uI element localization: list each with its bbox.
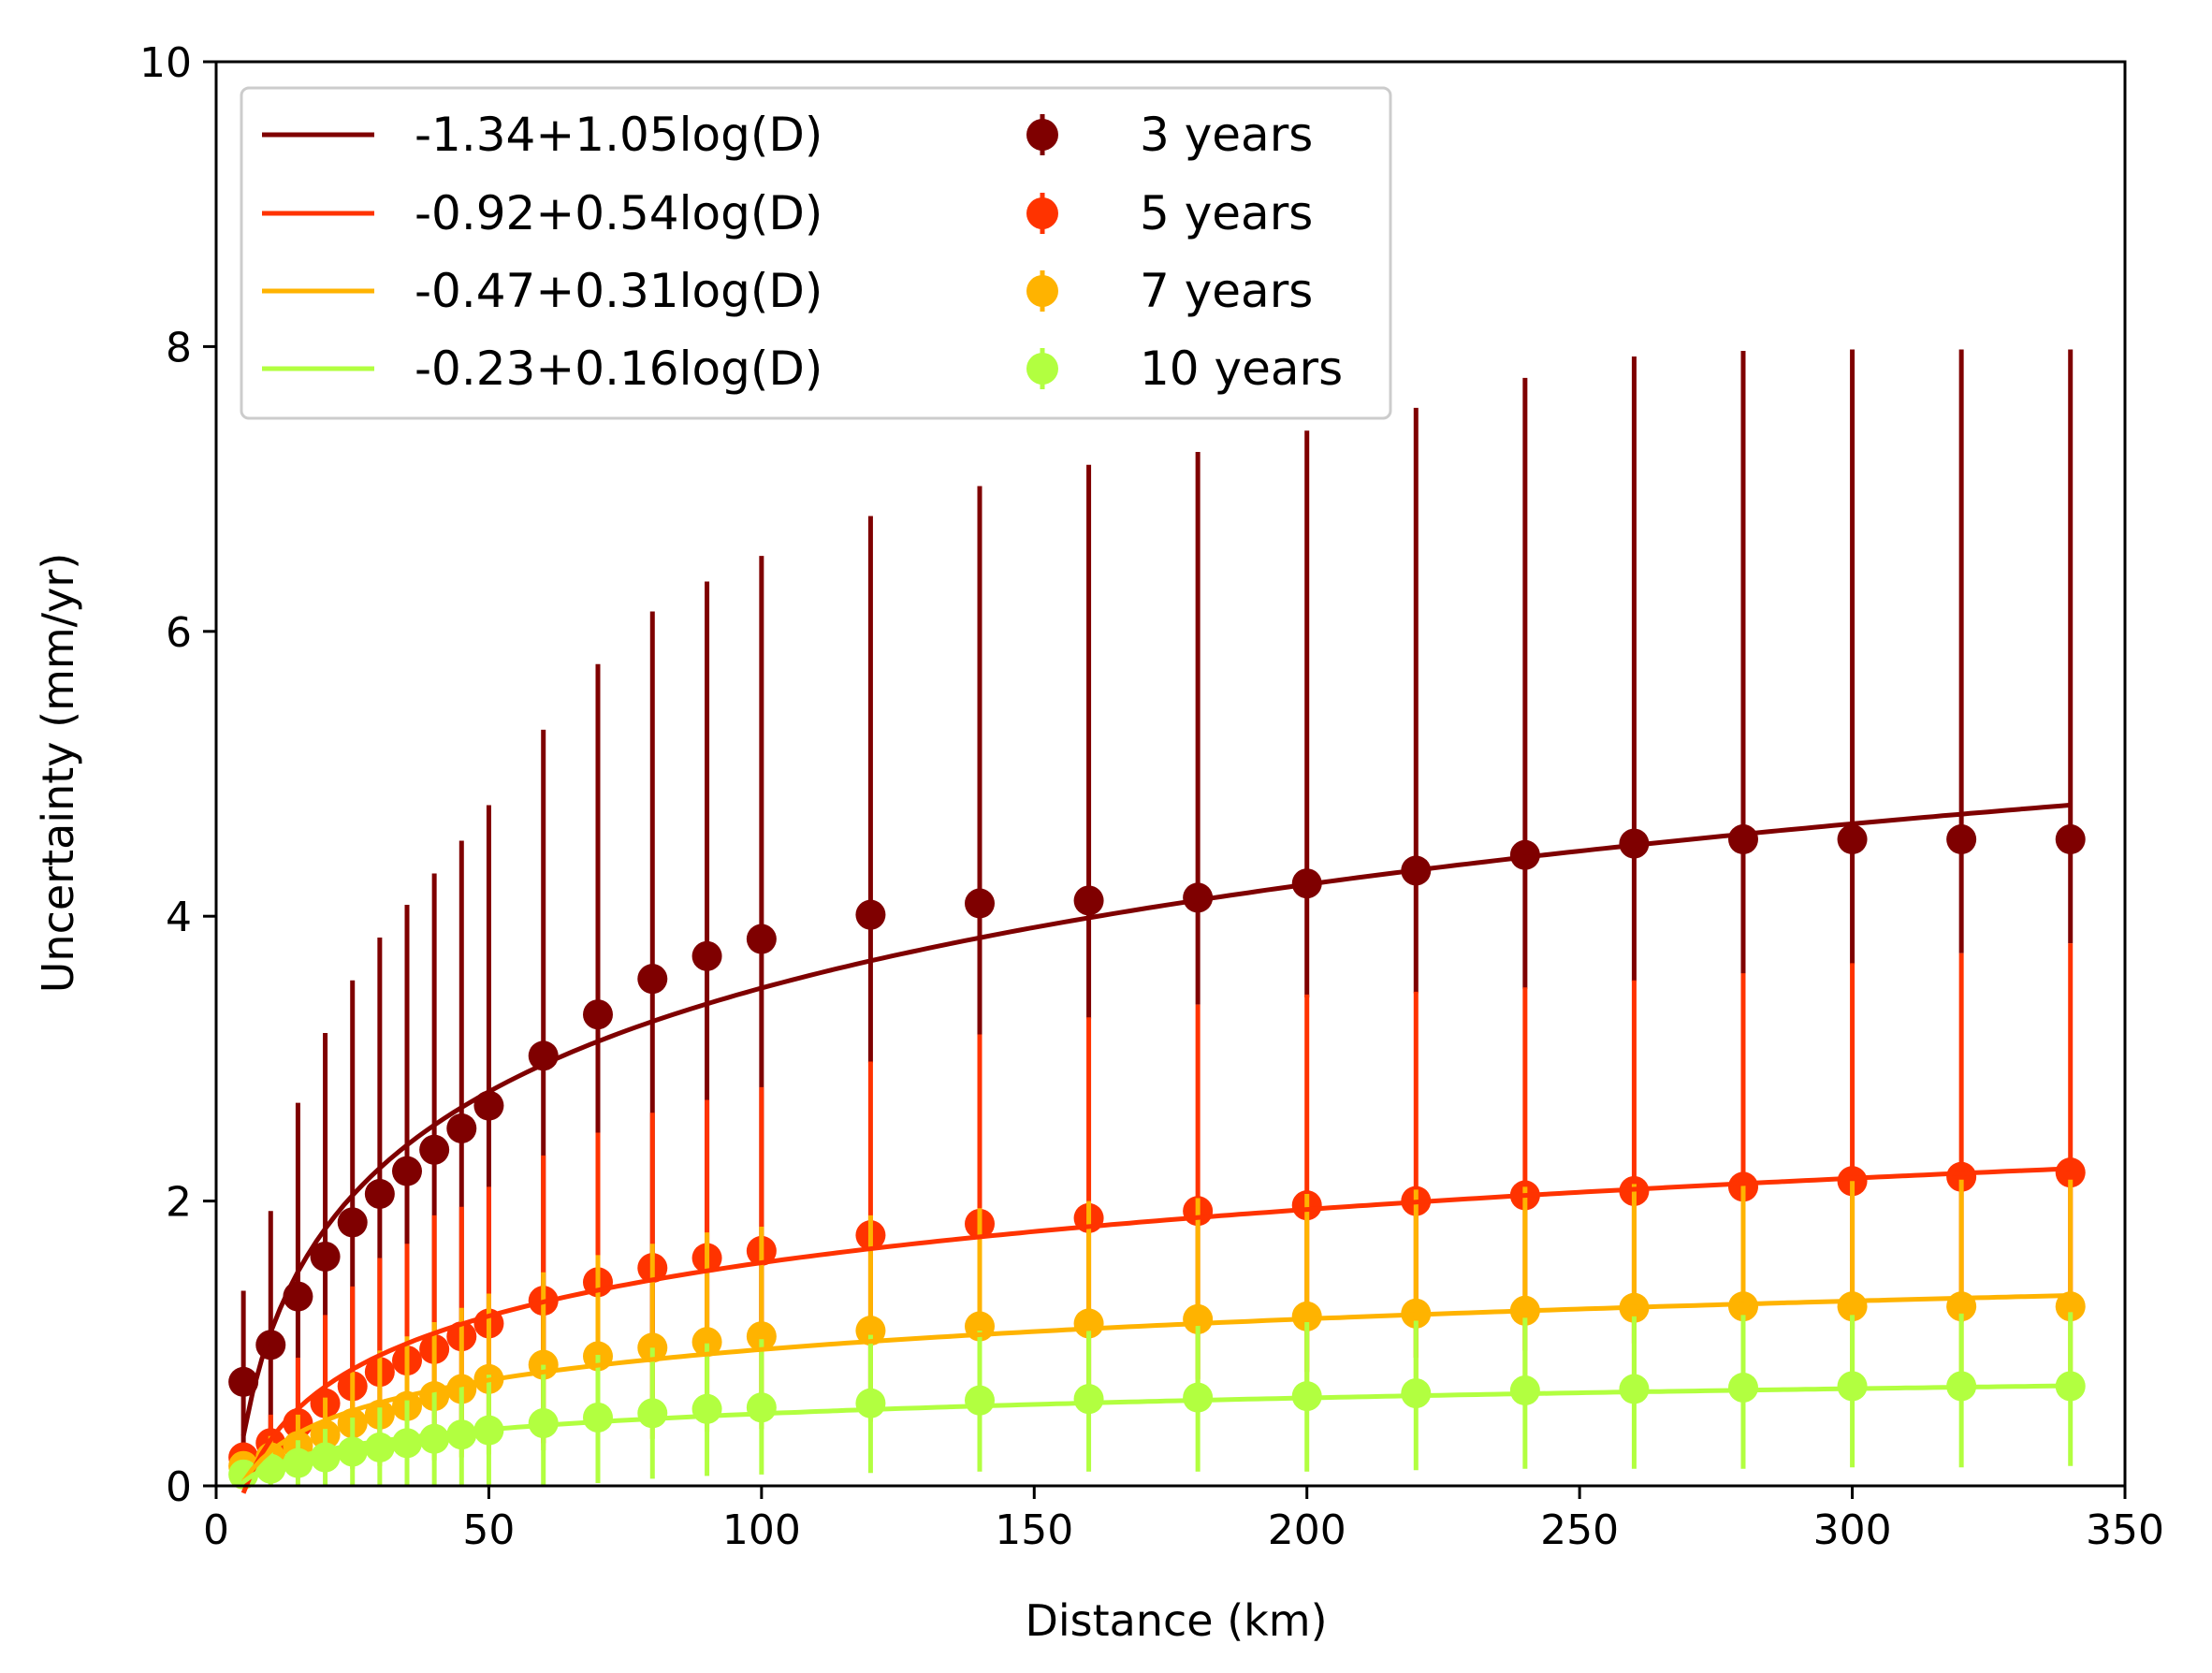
legend-fit-label: -0.92+0.54log(D) [415, 186, 822, 240]
data-point [855, 1388, 886, 1418]
x-tick-label: 0 [203, 1506, 229, 1554]
data-point [364, 1432, 395, 1462]
data-point [392, 1428, 422, 1459]
data-point [228, 1366, 259, 1397]
data-point [1073, 1384, 1104, 1415]
fit-line-0 [240, 802, 2071, 1437]
data-point [1291, 1301, 1322, 1331]
legend-marker-swatch [1026, 197, 1058, 229]
data-point [1619, 1374, 1650, 1404]
data-point [855, 1316, 886, 1346]
legend: -1.34+1.05log(D) -0.92+0.54log(D) -0.47+0.… [240, 86, 1392, 420]
axes-layer: 0 50 100 150 200 250 300 350 0 2 4 6 8 10 [139, 39, 2164, 1554]
x-tick-label: 100 [722, 1506, 801, 1554]
data-point [691, 940, 722, 971]
y-tick-label: 2 [166, 1179, 192, 1227]
data-point [1401, 1378, 1432, 1409]
data-point [1183, 1382, 1214, 1413]
data-point [1183, 1303, 1214, 1334]
data-point [446, 1113, 477, 1143]
legend-series-label: 7 years [1140, 264, 1313, 318]
data-point [637, 1398, 668, 1429]
legend-marker-swatch [1026, 353, 1058, 385]
data-point [691, 1393, 722, 1424]
data-point [746, 1392, 777, 1423]
x-tick-label: 200 [1268, 1506, 1346, 1554]
data-point [1728, 1291, 1758, 1322]
data-point [1946, 824, 1977, 855]
legend-series-label: 3 years [1140, 108, 1313, 162]
data-point [446, 1419, 477, 1450]
y-axis-title: Uncertainty (mm/yr) [33, 553, 83, 994]
legend-marker-swatch [1026, 119, 1058, 151]
data-point [228, 1459, 259, 1490]
data-point [746, 1321, 777, 1352]
fit-line-3 [241, 1383, 2071, 1484]
data-point [855, 899, 886, 930]
data-point [965, 888, 995, 919]
x-tick-label: 250 [1540, 1506, 1619, 1554]
data-point [1728, 1372, 1758, 1403]
y-tick-label: 0 [166, 1463, 192, 1511]
data-point [337, 1207, 368, 1238]
plot-frame [214, 60, 2127, 1488]
x-tick-label: 350 [2086, 1506, 2164, 1554]
x-tick-label: 150 [995, 1506, 1073, 1554]
legend-series-label: 10 years [1140, 342, 1343, 396]
data-point [583, 999, 613, 1030]
data-point [583, 1402, 613, 1433]
x-tick-label: 50 [462, 1506, 515, 1554]
data-point [2055, 1157, 2086, 1188]
x-tick-label: 300 [1813, 1506, 1892, 1554]
fit-line-1 [240, 1166, 2071, 1494]
data-point [392, 1156, 422, 1186]
y-tick-label: 4 [166, 894, 192, 941]
data-point [310, 1241, 341, 1272]
legend-marker-swatch [1026, 275, 1058, 307]
data-point [419, 1423, 450, 1454]
data-point [1073, 885, 1104, 916]
data-point [419, 1134, 450, 1165]
data-point [637, 964, 668, 995]
data-point [746, 924, 777, 954]
data-point [2055, 824, 2086, 855]
legend-box [240, 86, 1392, 420]
data-point [691, 1327, 722, 1358]
legend-fit-label: -0.23+0.16log(D) [415, 342, 822, 396]
y-tick-label: 6 [166, 609, 192, 657]
legend-fit-label: -0.47+0.31log(D) [415, 264, 822, 318]
data-point [965, 1385, 995, 1416]
fit-line-2 [241, 1293, 2071, 1484]
legend-series-label: 5 years [1140, 186, 1313, 240]
legend-fit-label: -1.34+1.05log(D) [415, 108, 822, 162]
data-point [1183, 882, 1214, 913]
plot-layer [228, 349, 2086, 1494]
data-point [1946, 1161, 1977, 1192]
data-point [364, 1178, 395, 1209]
data-point [1837, 824, 1868, 855]
y-tick-label: 8 [166, 324, 192, 371]
x-axis-title: Distance (km) [1025, 1595, 1327, 1646]
data-point [1728, 824, 1758, 855]
y-tick-label: 10 [139, 39, 192, 87]
data-point [1837, 1371, 1868, 1402]
data-point [2055, 1371, 2086, 1402]
data-point [1509, 1375, 1540, 1406]
data-point [2055, 1291, 2086, 1322]
